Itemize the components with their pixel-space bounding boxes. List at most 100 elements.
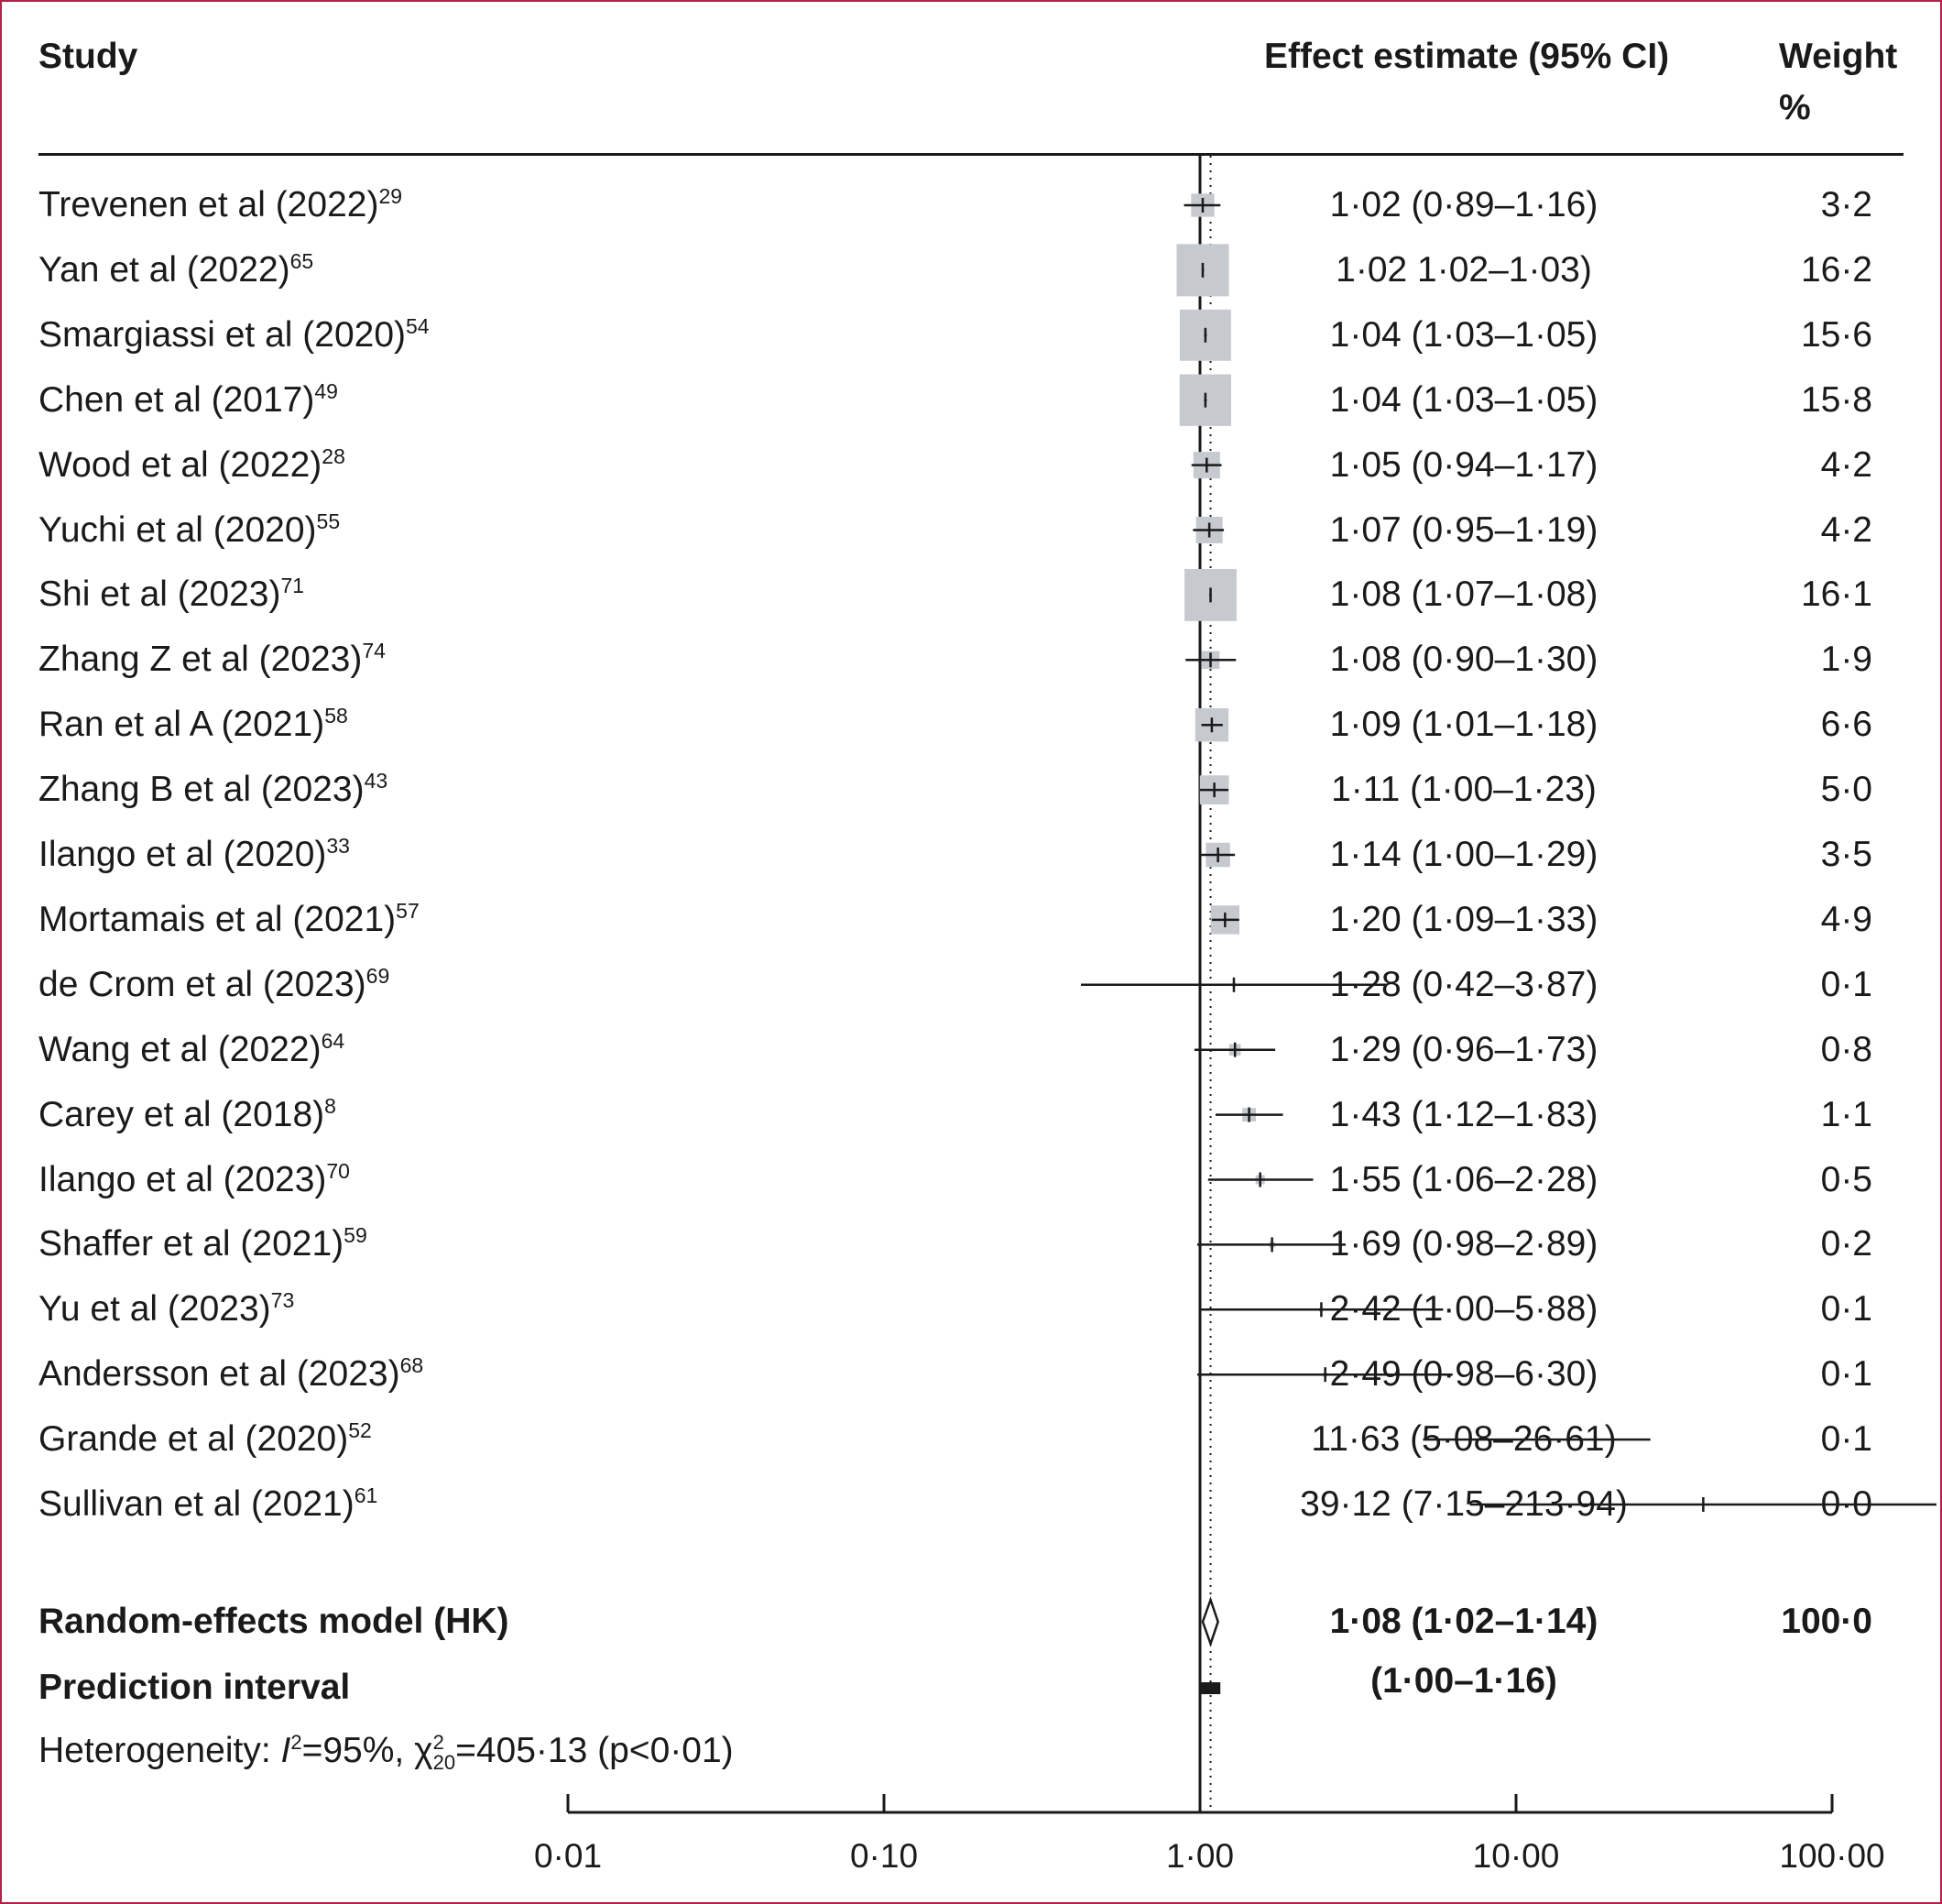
study-weight-square <box>1176 244 1229 297</box>
study-reference-number: 74 <box>362 639 386 663</box>
study-weight-square <box>1228 1044 1241 1056</box>
study-effect-estimate: 2·42 (1·00–5·88) <box>1329 1289 1598 1330</box>
prediction-interval-bar <box>1200 1682 1221 1694</box>
study-weight: 4·2 <box>1820 509 1872 550</box>
study-reference-number: 58 <box>324 704 348 728</box>
study-weight: 0·5 <box>1820 1159 1872 1199</box>
study-name: Wood et al (2022)28 <box>38 443 345 485</box>
study-reference-number: 57 <box>396 898 420 923</box>
study-effect-estimate: 1·09 (1·01–1·18) <box>1329 705 1598 745</box>
study-effect-estimate: 1·43 (1·12–1·83) <box>1329 1094 1598 1134</box>
i-squared-superscript: 2 <box>290 1731 302 1754</box>
study-effect-estimate: 1·55 (1·06–2·28) <box>1329 1159 1598 1199</box>
study-weight-square <box>1206 842 1230 868</box>
study-reference-number: 28 <box>322 443 345 468</box>
x-axis-tick-label: 1·00 <box>1166 1837 1234 1875</box>
pooled-estimate-diamond <box>1201 1596 1219 1647</box>
i-squared-value: =95%, <box>301 1731 415 1770</box>
study-weight-square <box>1195 516 1223 544</box>
study-effect-estimate: 1·04 (1·03–1·05) <box>1329 314 1598 355</box>
study-effect-estimate: 1·02 (0·89–1·16) <box>1329 185 1598 224</box>
study-weight-square <box>1199 775 1229 804</box>
study-name: Yuchi et al (2020)55 <box>38 509 341 550</box>
study-effect-estimate: 1·20 (1·09–1·33) <box>1329 899 1598 939</box>
study-name: Wang et al (2022)64 <box>38 1028 345 1069</box>
study-effect-estimate: 1·08 (1·07–1·08) <box>1329 574 1598 615</box>
study-name: Yan et al (2022)65 <box>38 248 314 290</box>
heterogeneity-prefix: Heterogeneity: <box>38 1731 281 1770</box>
study-reference-number: 52 <box>348 1418 372 1443</box>
study-reference-number: 70 <box>326 1158 350 1183</box>
x-axis-tick-label: 100·00 <box>1779 1837 1884 1875</box>
study-weight-square <box>1242 1108 1257 1122</box>
heterogeneity-statistics: Heterogeneity: I2=95%, χ 2 20 =405·13 (p<0·… <box>38 1728 734 1774</box>
study-weight: 1·9 <box>1820 640 1872 680</box>
study-reference-number: 29 <box>378 184 403 208</box>
study-weight: 0·8 <box>1820 1029 1872 1069</box>
study-reference-number: 55 <box>316 509 341 533</box>
x-axis-tick-label: 0·01 <box>534 1837 602 1875</box>
study-weight: 15·8 <box>1800 379 1872 420</box>
study-effect-estimate: 1·02 1·02–1·03) <box>1336 249 1592 290</box>
study-weight: 0·2 <box>1820 1224 1872 1264</box>
study-reference-number: 43 <box>364 769 388 793</box>
study-effect-estimate: 11·63 (5·08–26·61) <box>1311 1419 1617 1460</box>
study-effect-estimate: 1·11 (1·00–1·23) <box>1331 770 1597 810</box>
study-name: Shi et al (2023)71 <box>38 574 305 615</box>
study-weight: 4·2 <box>1820 444 1872 485</box>
weight-column-header: Weight <box>1779 37 1898 76</box>
prediction-interval-estimate: (1·00–1·16) <box>1370 1661 1557 1701</box>
pooled-weight: 100·0 <box>1781 1602 1872 1641</box>
study-weight-square <box>1201 651 1220 670</box>
study-reference-number: 54 <box>406 313 430 338</box>
study-weight: 1·1 <box>1820 1094 1872 1134</box>
chi-squared-value: =405·13 (p<0·01) <box>455 1731 734 1770</box>
study-weight-square <box>1231 982 1237 988</box>
study-weight: 0·1 <box>1820 1289 1872 1330</box>
study-reference-number: 33 <box>326 834 350 858</box>
study-reference-number: 59 <box>344 1223 367 1248</box>
study-effect-estimate: 1·14 (1·00–1·29) <box>1329 835 1598 874</box>
study-name: Sullivan et al (2021)61 <box>38 1483 378 1524</box>
study-name: Andersson et al (2023)68 <box>38 1353 424 1395</box>
study-reference-number: 65 <box>289 248 314 273</box>
study-name: Yu et al (2023)73 <box>38 1288 295 1330</box>
pooled-effect-estimate: 1·08 (1·02–1·14) <box>1329 1602 1598 1641</box>
study-reference-number: 73 <box>270 1288 295 1313</box>
study-effect-estimate: 1·08 (0·90–1·30) <box>1329 640 1598 680</box>
study-name: de Crom et al (2023)69 <box>38 963 390 1004</box>
study-weight: 3·2 <box>1820 185 1872 224</box>
effect-estimate-column-header: Effect estimate (95% CI) <box>1264 37 1670 76</box>
study-weight: 0·1 <box>1820 964 1872 1004</box>
study-weight: 0·1 <box>1820 1419 1872 1460</box>
study-column-header: Study <box>38 37 138 76</box>
study-name: Smargiassi et al (2020)54 <box>38 313 430 355</box>
study-name: Carey et al (2018)8 <box>38 1093 336 1134</box>
study-effect-estimate: 1·05 (0·94–1·17) <box>1329 444 1598 485</box>
study-weight: 5·0 <box>1820 770 1872 810</box>
x-axis-tick-label: 0·10 <box>850 1837 918 1875</box>
study-name: Chen et al (2017)49 <box>38 378 338 420</box>
study-effect-estimate: 2·49 (0·98–6·30) <box>1329 1354 1598 1395</box>
header-rule <box>38 153 1904 156</box>
study-reference-number: 69 <box>365 963 390 988</box>
study-name: Ilango et al (2023)70 <box>38 1158 350 1199</box>
study-weight-square <box>1191 193 1215 217</box>
i-squared-symbol: I <box>280 1731 291 1770</box>
study-weight: 0·0 <box>1820 1484 1872 1524</box>
study-name: Zhang B et al (2023)43 <box>38 769 388 810</box>
study-weight-square <box>1184 568 1237 621</box>
study-weight: 0·1 <box>1820 1354 1872 1395</box>
study-reference-number: 8 <box>324 1093 336 1118</box>
study-name: Trevenen et al (2022)29 <box>38 184 403 224</box>
study-effect-estimate: 1·29 (0·96–1·73) <box>1329 1029 1598 1069</box>
chi-squared-degrees-of-freedom: 20 <box>432 1750 456 1774</box>
study-weight-square <box>1210 905 1239 935</box>
study-reference-number: 64 <box>321 1028 345 1053</box>
study-weight: 16·1 <box>1800 574 1872 615</box>
study-weight: 6·6 <box>1820 705 1872 745</box>
study-effect-estimate: 1·69 (0·98–2·89) <box>1329 1224 1598 1264</box>
study-name: Zhang Z et al (2023)74 <box>38 639 386 680</box>
study-weight-square <box>1179 309 1231 361</box>
